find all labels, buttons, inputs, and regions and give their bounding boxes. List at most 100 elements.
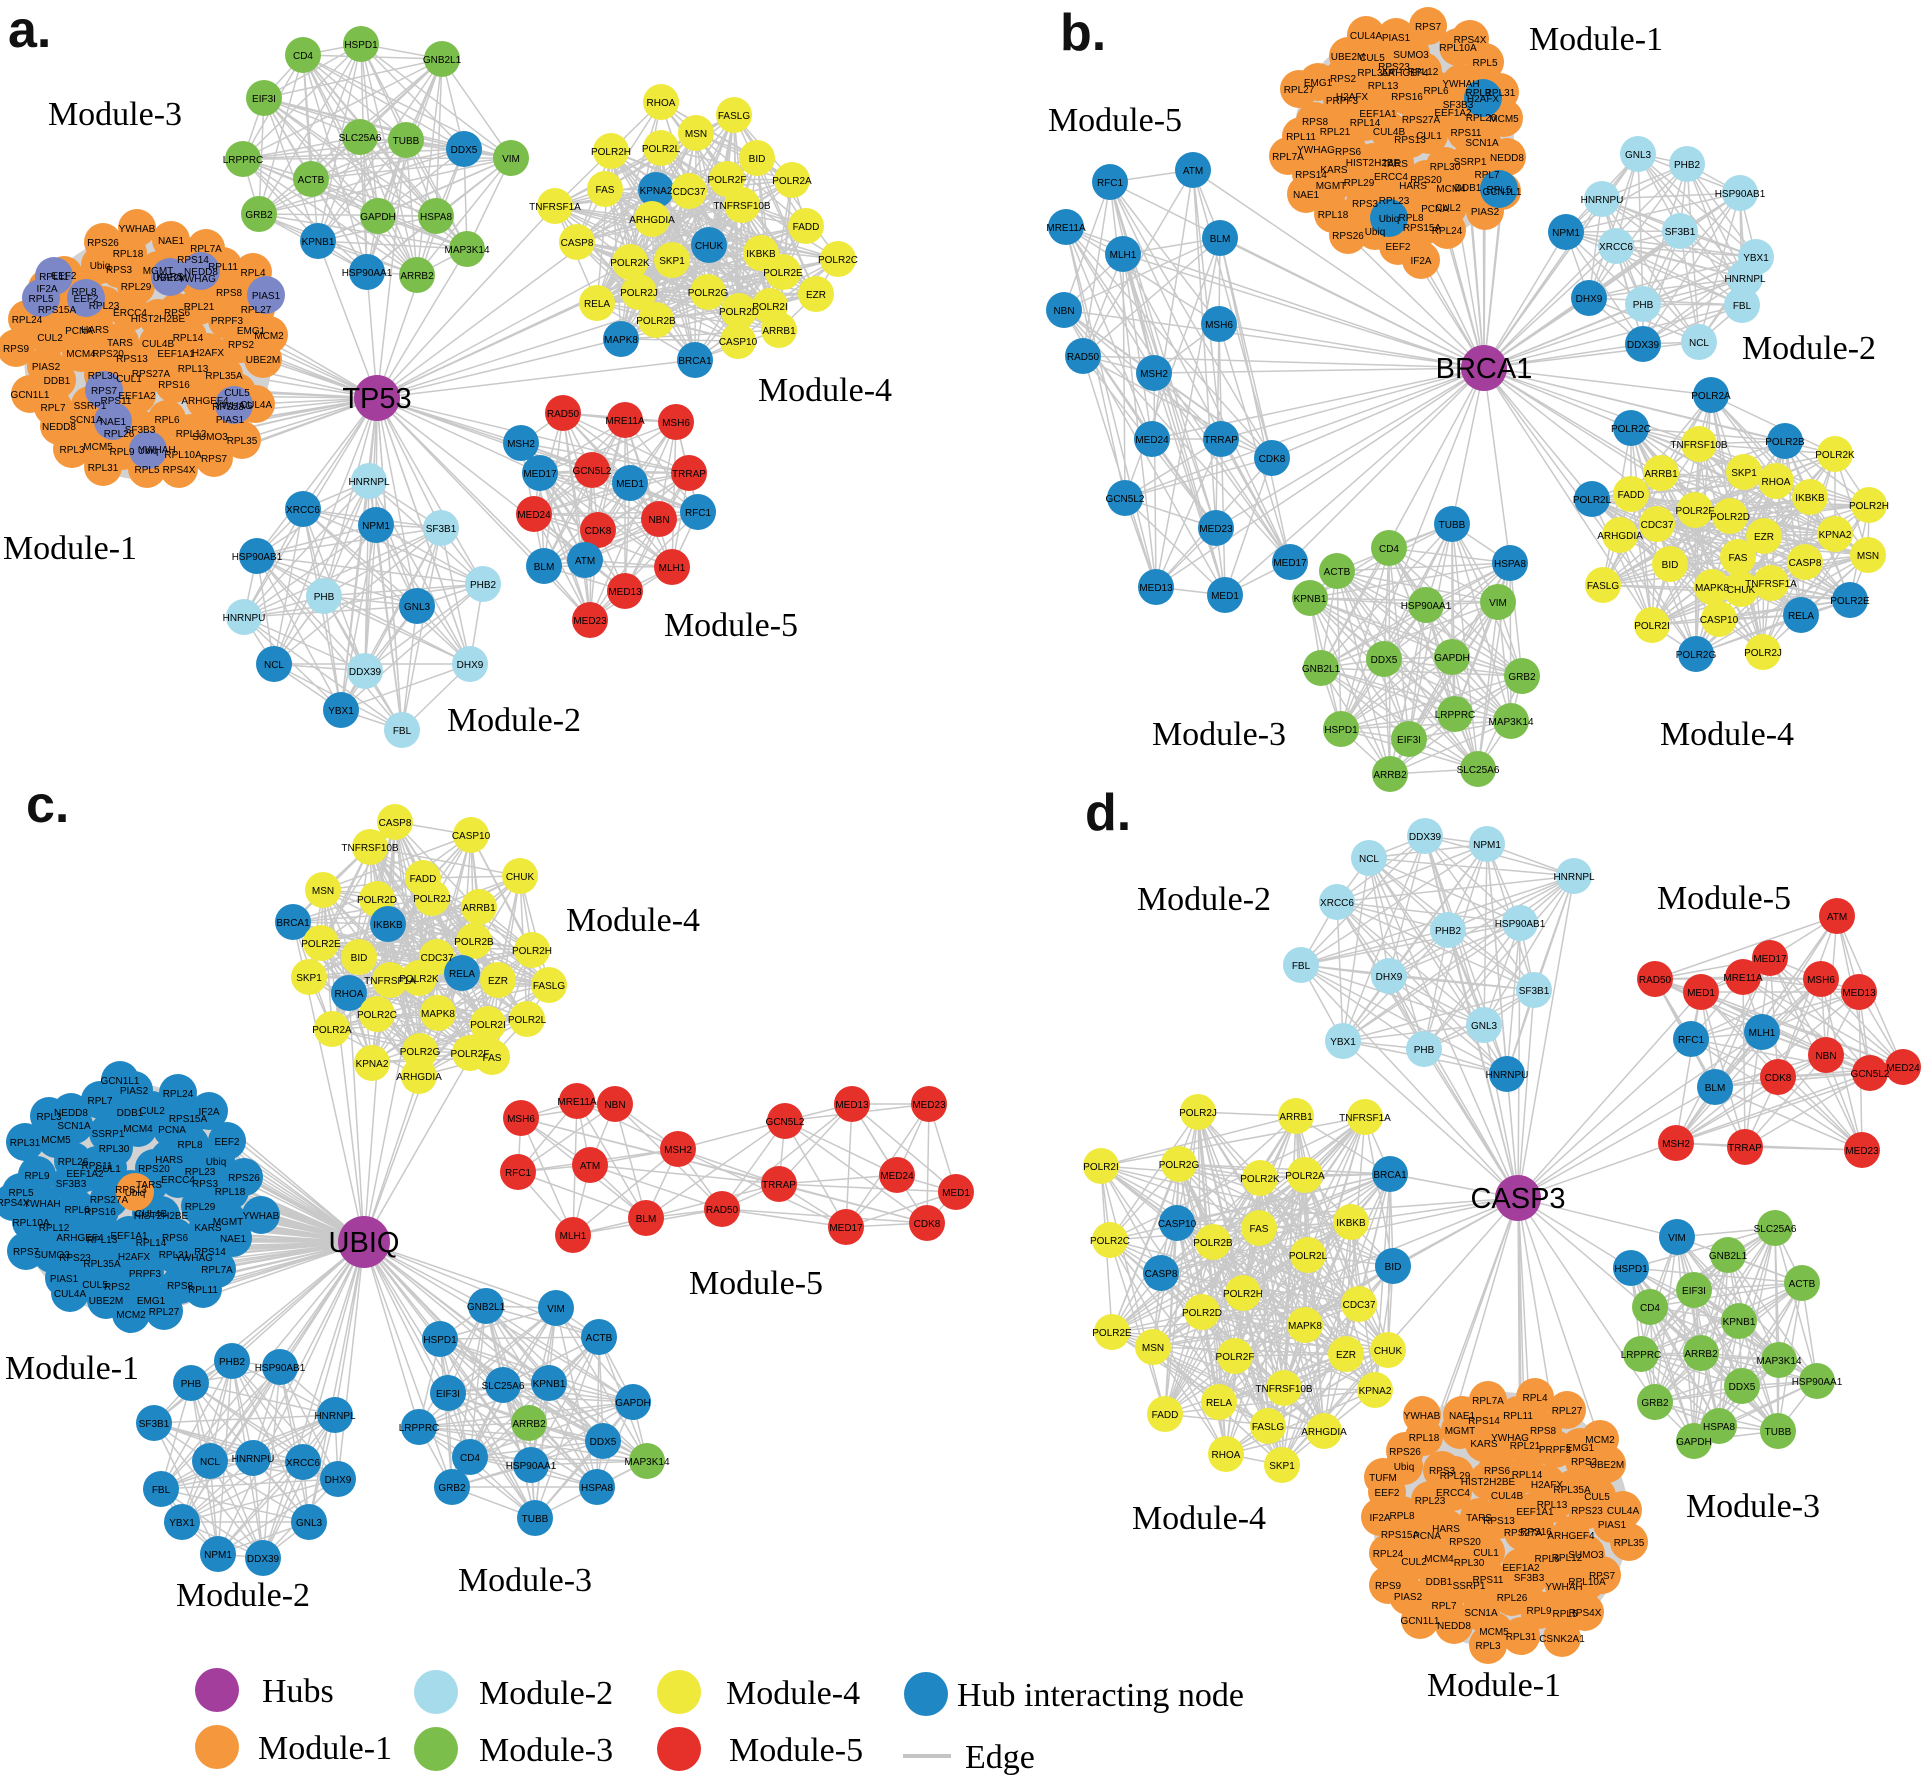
svg-text:NEDD8: NEDD8 (1437, 1621, 1471, 1632)
svg-text:NCL: NCL (200, 1457, 220, 1468)
svg-text:NBN: NBN (604, 1100, 625, 1111)
svg-text:RPL35A: RPL35A (83, 1259, 121, 1270)
svg-text:RPS9: RPS9 (3, 344, 30, 355)
svg-text:RPL27: RPL27 (1552, 1406, 1583, 1417)
svg-text:KARS: KARS (194, 1223, 222, 1234)
svg-text:EEF1A2: EEF1A2 (118, 391, 156, 402)
svg-text:RHOA: RHOA (1762, 477, 1791, 488)
svg-text:RPL35A: RPL35A (205, 371, 243, 382)
svg-text:TARS: TARS (107, 338, 133, 349)
svg-text:CDC37: CDC37 (673, 187, 706, 198)
svg-text:TUBB: TUBB (522, 1514, 549, 1525)
svg-text:MED24: MED24 (517, 510, 551, 521)
svg-text:GCN5L2: GCN5L2 (766, 1117, 805, 1128)
svg-text:MSN: MSN (1857, 551, 1879, 562)
svg-text:DHX9: DHX9 (457, 660, 484, 671)
svg-text:RPS7: RPS7 (201, 454, 228, 465)
svg-text:TARS: TARS (1466, 1513, 1492, 1524)
svg-text:RHOA: RHOA (1212, 1450, 1241, 1461)
svg-text:UBE2M: UBE2M (153, 273, 187, 284)
svg-text:TARS: TARS (136, 1180, 162, 1191)
svg-text:KPNB1: KPNB1 (1294, 594, 1327, 605)
svg-text:BRCA1: BRCA1 (276, 918, 310, 929)
svg-text:PCNA: PCNA (1421, 204, 1449, 215)
svg-text:RPS26: RPS26 (1389, 1447, 1421, 1458)
svg-text:DHX9: DHX9 (325, 1475, 352, 1486)
svg-text:PHB: PHB (181, 1379, 202, 1390)
svg-text:Module-2: Module-2 (176, 1577, 310, 1614)
svg-text:YWHAB: YWHAB (243, 1211, 280, 1222)
svg-text:MSN: MSN (685, 129, 707, 140)
svg-text:NPM1: NPM1 (204, 1550, 232, 1561)
svg-text:MRE11A: MRE11A (1723, 973, 1763, 984)
svg-text:SF3B3: SF3B3 (56, 1179, 87, 1190)
svg-text:CUL2: CUL2 (1435, 203, 1461, 214)
svg-text:RPL10A: RPL10A (1568, 1577, 1606, 1588)
svg-text:RPS15A: RPS15A (169, 1114, 208, 1125)
svg-text:SKP1: SKP1 (1269, 1461, 1295, 1472)
svg-text:RPL26: RPL26 (1497, 1593, 1528, 1604)
svg-text:NAE1: NAE1 (220, 1234, 247, 1245)
svg-text:RFC1: RFC1 (685, 508, 712, 519)
svg-text:POLR2A: POLR2A (772, 176, 812, 187)
svg-text:BRCA1: BRCA1 (1436, 353, 1533, 385)
svg-text:RPS26: RPS26 (87, 238, 119, 249)
svg-text:ATM: ATM (580, 1161, 600, 1172)
svg-text:SLC25A6: SLC25A6 (1457, 765, 1500, 776)
svg-text:YWHAH: YWHAH (23, 1199, 60, 1210)
svg-text:CSNK2A1: CSNK2A1 (1539, 1634, 1585, 1645)
svg-text:SUMO3: SUMO3 (1568, 1550, 1604, 1561)
svg-text:GNL3: GNL3 (404, 602, 431, 613)
svg-text:FAS: FAS (1729, 553, 1748, 564)
svg-text:HSPD1: HSPD1 (1614, 1264, 1648, 1275)
svg-text:RPS20: RPS20 (1410, 175, 1442, 186)
svg-text:RPL30: RPL30 (88, 371, 119, 382)
svg-text:RPL21: RPL21 (1320, 127, 1351, 138)
svg-text:PIAS1: PIAS1 (216, 415, 245, 426)
svg-text:UBE2M: UBE2M (1331, 52, 1365, 63)
svg-text:Module-4: Module-4 (758, 372, 892, 409)
svg-text:GNB2L1: GNB2L1 (1709, 1251, 1748, 1262)
svg-text:ARHGEF4: ARHGEF4 (181, 396, 229, 407)
svg-text:CDC37: CDC37 (1343, 1300, 1376, 1311)
svg-text:RPS7: RPS7 (91, 386, 118, 397)
svg-text:RPL9: RPL9 (1526, 1606, 1551, 1617)
svg-text:EEF1A1: EEF1A1 (1359, 109, 1397, 120)
svg-text:LRPPRC: LRPPRC (1435, 710, 1476, 721)
svg-text:VIM: VIM (1668, 1233, 1686, 1244)
svg-text:Module-3: Module-3 (479, 1732, 613, 1769)
svg-text:RPS3: RPS3 (192, 1179, 219, 1190)
svg-text:MCM5: MCM5 (83, 442, 113, 453)
svg-text:MCM4: MCM4 (123, 1124, 153, 1135)
svg-text:ARHGDIA: ARHGDIA (1597, 531, 1643, 542)
svg-text:FASLG: FASLG (1587, 581, 1619, 592)
svg-text:RPS14: RPS14 (194, 1247, 226, 1258)
svg-text:Hub interacting node: Hub interacting node (957, 1677, 1244, 1714)
svg-text:POLR2I: POLR2I (470, 1020, 506, 1031)
svg-text:EEF1A1: EEF1A1 (110, 1231, 148, 1242)
svg-text:RPS3: RPS3 (1352, 199, 1379, 210)
svg-text:MGMT: MGMT (1445, 1426, 1476, 1437)
svg-text:ARRB1: ARRB1 (1644, 469, 1678, 480)
svg-text:MSN: MSN (312, 886, 334, 897)
svg-text:POLR2A: POLR2A (1285, 1171, 1325, 1182)
svg-text:FADD: FADD (793, 222, 820, 233)
svg-text:MRE11A: MRE11A (557, 1097, 597, 1108)
svg-text:Module-3: Module-3 (1152, 716, 1286, 753)
svg-text:EMG1: EMG1 (237, 326, 266, 337)
svg-text:FADD: FADD (1152, 1410, 1179, 1421)
svg-text:DDX5: DDX5 (590, 1437, 617, 1448)
svg-text:RELA: RELA (449, 969, 475, 980)
svg-text:ARHGDIA: ARHGDIA (1301, 1427, 1347, 1438)
svg-text:BLM: BLM (1705, 1083, 1726, 1094)
svg-text:EEF2: EEF2 (73, 294, 98, 305)
svg-text:RPL10A: RPL10A (164, 450, 202, 461)
svg-text:HSPD1: HSPD1 (344, 40, 378, 51)
svg-text:POLR2L: POLR2L (1289, 1251, 1328, 1262)
svg-text:DDX39: DDX39 (349, 667, 382, 678)
svg-text:EZR: EZR (1754, 532, 1774, 543)
svg-text:RPL5: RPL5 (134, 465, 159, 476)
svg-text:POLR2C: POLR2C (1611, 424, 1651, 435)
svg-text:Module-1: Module-1 (1529, 21, 1663, 58)
svg-text:CHUK: CHUK (1374, 1346, 1403, 1357)
